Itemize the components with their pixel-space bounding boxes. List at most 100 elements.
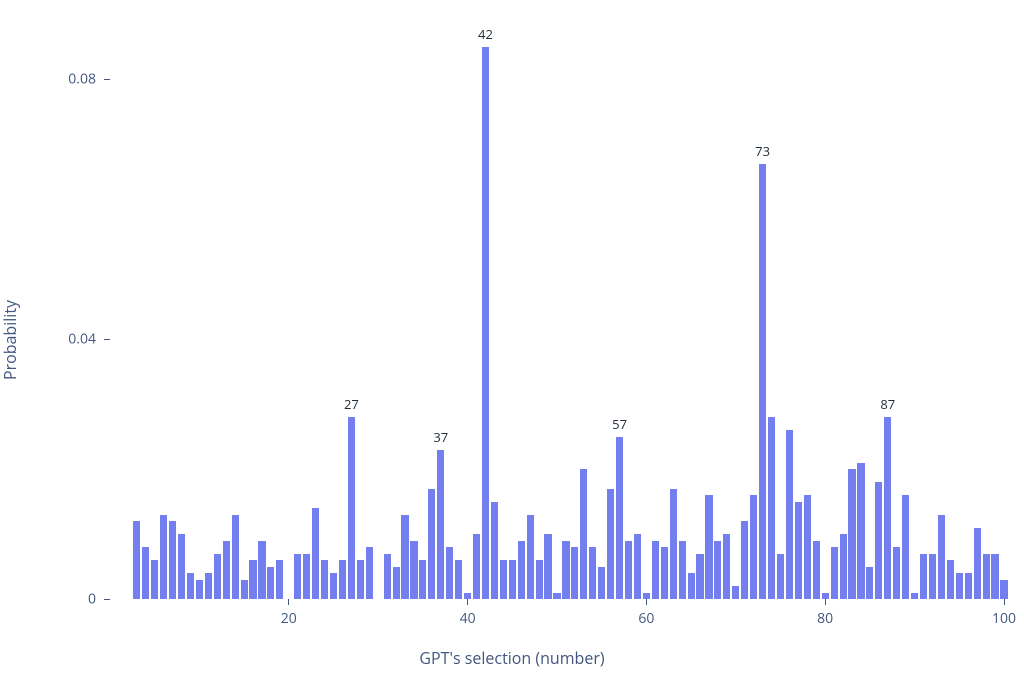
- bar: [544, 534, 551, 599]
- bar: [446, 547, 453, 599]
- bar: [893, 547, 900, 599]
- bar: [339, 560, 346, 599]
- bar: [348, 417, 355, 599]
- bar: [670, 489, 677, 600]
- x-tick-label: 20: [281, 599, 297, 628]
- bar: [393, 567, 400, 600]
- bar: [777, 554, 784, 600]
- x-tick-label: 100: [992, 599, 1016, 628]
- bar: [848, 469, 855, 599]
- bar: [410, 541, 417, 600]
- bar: [714, 541, 721, 600]
- bar: [455, 560, 462, 599]
- bar: [151, 560, 158, 599]
- bar: [965, 573, 972, 599]
- bar: [696, 554, 703, 600]
- bar: [607, 489, 614, 600]
- bar: [294, 554, 301, 600]
- bar-annotation: 87: [880, 395, 895, 413]
- bar: [527, 515, 534, 600]
- bar-annotation: 42: [478, 25, 493, 43]
- bar: [983, 554, 990, 600]
- bar: [214, 554, 221, 600]
- bar: [330, 573, 337, 599]
- bar: [786, 430, 793, 599]
- bar: [160, 515, 167, 600]
- bar: [750, 495, 757, 599]
- bar: [634, 534, 641, 599]
- bar: [732, 586, 739, 599]
- bar: [741, 521, 748, 599]
- bar: [705, 495, 712, 599]
- bar: [857, 463, 864, 600]
- bar: [553, 593, 560, 600]
- bar: [625, 541, 632, 600]
- bar: [276, 560, 283, 599]
- bar: [223, 541, 230, 600]
- bar-annotation: 27: [344, 395, 359, 413]
- bar: [884, 417, 891, 599]
- y-tick-label: 0.08: [68, 70, 110, 89]
- bar: [419, 560, 426, 599]
- plot-area: 00.040.0820406080100273742577387: [110, 40, 1004, 599]
- bar-annotation: 73: [755, 142, 770, 160]
- bar: [911, 593, 918, 600]
- bar: [580, 469, 587, 599]
- bar: [938, 515, 945, 600]
- bar: [947, 560, 954, 599]
- bar: [312, 508, 319, 599]
- bar: [768, 417, 775, 599]
- bar: [956, 573, 963, 599]
- bar: [929, 554, 936, 600]
- bar: [401, 515, 408, 600]
- probability-bar-chart: Probability GPT's selection (number) 00.…: [0, 0, 1024, 679]
- y-tick-label: 0.04: [68, 330, 110, 349]
- bar: [571, 547, 578, 599]
- bar: [241, 580, 248, 600]
- bar: [437, 450, 444, 600]
- bar: [688, 573, 695, 599]
- bar: [428, 489, 435, 600]
- bar: [1000, 580, 1007, 600]
- bar: [616, 437, 623, 600]
- bar: [482, 47, 489, 600]
- bar: [920, 554, 927, 600]
- bar: [840, 534, 847, 599]
- bar: [267, 567, 274, 600]
- bar: [795, 502, 802, 600]
- bar: [366, 547, 373, 599]
- bar: [804, 495, 811, 599]
- bar: [142, 547, 149, 599]
- bar-annotation: 37: [433, 428, 448, 446]
- bar: [875, 482, 882, 599]
- x-tick-label: 80: [817, 599, 833, 628]
- bar: [205, 573, 212, 599]
- bar: [384, 554, 391, 600]
- bar: [598, 567, 605, 600]
- bar: [473, 534, 480, 599]
- bar: [813, 541, 820, 600]
- bar: [178, 534, 185, 599]
- x-tick-label: 40: [460, 599, 476, 628]
- bar: [321, 560, 328, 599]
- y-tick-label: 0: [88, 590, 110, 609]
- bar: [249, 560, 256, 599]
- bar: [500, 560, 507, 599]
- bar: [831, 547, 838, 599]
- bar: [991, 554, 998, 600]
- bar: [536, 560, 543, 599]
- bar: [759, 164, 766, 600]
- bar: [491, 502, 498, 600]
- bar: [652, 541, 659, 600]
- bar: [974, 528, 981, 600]
- bar: [258, 541, 265, 600]
- bar: [562, 541, 569, 600]
- bar: [866, 567, 873, 600]
- bar: [518, 541, 525, 600]
- bar: [902, 495, 909, 599]
- bar: [232, 515, 239, 600]
- bar: [303, 554, 310, 600]
- bar: [509, 560, 516, 599]
- bar: [723, 534, 730, 599]
- bars-container: [110, 40, 1004, 599]
